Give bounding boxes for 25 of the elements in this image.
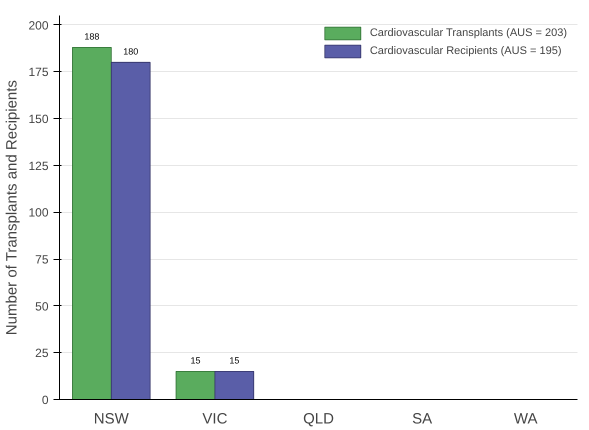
data-label: 15 — [190, 355, 200, 366]
data-label: 188 — [84, 31, 100, 42]
bar — [72, 46, 112, 400]
y-tick-label: 0 — [42, 393, 49, 407]
y-axis-title: Number of Transplants and Recipients — [3, 80, 20, 336]
x-tick-label: SA — [412, 410, 432, 428]
y-tick-label: 175 — [28, 65, 49, 80]
y-tick-label: 200 — [28, 18, 49, 32]
bar — [110, 62, 151, 400]
y-tick-label: 125 — [28, 158, 49, 173]
x-tick-label: WA — [514, 410, 538, 428]
legend-label: Cardiovascular Transplants (AUS = 203) — [370, 27, 567, 39]
legend-label: Cardiovascular Recipients (AUS = 195) — [370, 45, 562, 57]
x-tick-label: VIC — [202, 410, 228, 428]
x-tick-label: QLD — [303, 410, 334, 428]
y-tick-label: 50 — [35, 299, 49, 314]
y-tick-label: 25 — [35, 346, 49, 360]
x-tick-label: NSW — [94, 410, 130, 428]
y-tick-label: 100 — [28, 206, 49, 220]
data-label: 15 — [229, 355, 240, 366]
data-label: 180 — [123, 46, 138, 56]
y-tick-label: 150 — [28, 112, 49, 126]
bar — [176, 371, 216, 400]
bar — [214, 371, 254, 400]
y-tick-label: 75 — [35, 252, 49, 267]
